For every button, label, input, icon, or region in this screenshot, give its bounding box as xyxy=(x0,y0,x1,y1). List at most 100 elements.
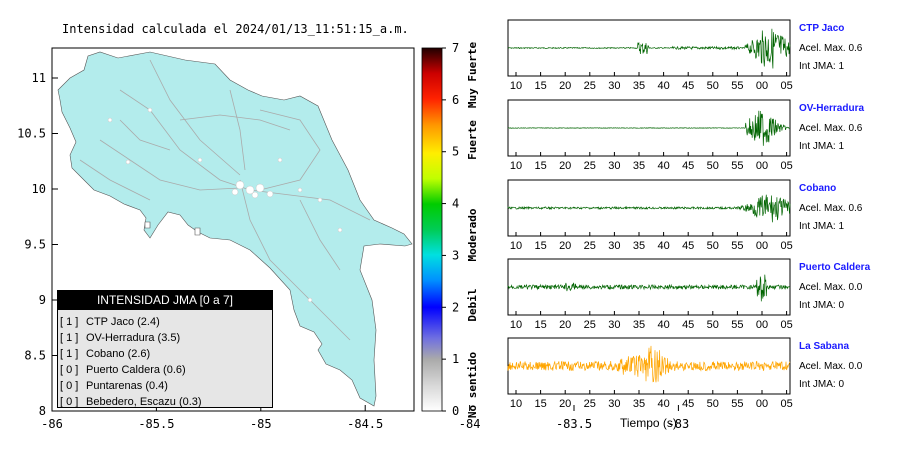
waveform-x-tick-label: 50 xyxy=(707,319,719,331)
station-name: Cobano xyxy=(799,183,837,194)
waveform-x-tick-label: 10 xyxy=(510,319,522,331)
waveform-trace xyxy=(507,110,791,146)
waveform-x-tick-label: 45 xyxy=(682,160,694,172)
station-acel-max: Acel. Max. 0.0 xyxy=(799,282,863,293)
waveform-trace xyxy=(507,345,791,383)
colorbar-tick-label: 7 xyxy=(452,41,459,55)
waveform-trace xyxy=(507,194,791,223)
colorbar-labels: No sentido Debil Moderado Fuerte Muy Fuerte xyxy=(466,42,479,419)
nicoya-gulf-island xyxy=(144,221,151,229)
station-name: Puerto Caldera xyxy=(799,262,871,273)
waveform-x-tick-label: 30 xyxy=(608,319,620,331)
station-int-jma: Int JMA: 0 xyxy=(799,300,845,311)
waveform-x-tick-label: 05 xyxy=(780,398,792,410)
city-dots xyxy=(107,107,343,303)
waveform-x-tick-label: 10 xyxy=(510,240,522,252)
waveform-x-tick-label: 50 xyxy=(707,398,719,410)
waveform-x-tick-label: 30 xyxy=(608,160,620,172)
station-int-jma: Int JMA: 1 xyxy=(799,221,845,232)
legend-item-level: [ 1 ] xyxy=(60,316,79,328)
station-acel-max: Acel. Max. 0.6 xyxy=(799,123,863,134)
waveform-x-tick-label: 40 xyxy=(657,398,669,410)
legend-item-name: Cobano (2.6) xyxy=(86,348,151,360)
waveform-x-tick-label: 15 xyxy=(534,80,546,92)
legend-item-name: Puntarenas (0.4) xyxy=(86,380,168,392)
map-x-tick-label: -83 xyxy=(668,417,690,431)
waveform-x-tick-label: 25 xyxy=(584,398,596,410)
map-y-tick-label: 8 xyxy=(39,404,46,418)
station-acel-max: Acel. Max. 0.0 xyxy=(799,361,863,372)
legend-item: [ 1 ] CTP Jaco (2.4) xyxy=(60,314,272,330)
map-title: Intensidad calculada el 2024/01/13_11:51… xyxy=(62,22,409,36)
waveform-trace xyxy=(507,28,791,69)
waveform-x-tick-label: 50 xyxy=(707,240,719,252)
colorbar-tick-label: 1 xyxy=(452,352,459,366)
road-network xyxy=(79,59,371,341)
waveform-x-tick-label: 10 xyxy=(510,398,522,410)
legend-item-name: OV-Herradura (3.5) xyxy=(86,332,181,344)
waveform-x-tick-label: 20 xyxy=(559,160,571,172)
station-info: Acel. Max. 0.0 Int JMA: 0 xyxy=(799,279,862,315)
map-x-tick-label: -83.5 xyxy=(556,417,592,431)
colorbar-label: Moderado xyxy=(466,208,479,261)
waveform-x-tick-label: 40 xyxy=(657,80,669,92)
time-axis-label: Tiempo (s) xyxy=(620,416,677,430)
legend-item-level: [ 0 ] xyxy=(60,396,79,408)
waveform-x-tick-label: 50 xyxy=(707,80,719,92)
map-y-tick-label: 9 xyxy=(39,293,46,307)
station-int-jma: Int JMA: 0 xyxy=(799,379,845,390)
map-x-tick-label: -84 xyxy=(459,417,481,431)
waveform-x-tick-label: 45 xyxy=(682,319,694,331)
waveform-x-tick-label: 00 xyxy=(756,398,768,410)
coast-inset xyxy=(194,227,201,236)
waveform-x-tick-label: 20 xyxy=(559,398,571,410)
station-int-jma: Int JMA: 1 xyxy=(799,141,845,152)
map-y-tick-label: 10.5 xyxy=(17,127,46,141)
map-y-tick-label: 9.5 xyxy=(24,238,46,252)
waveform-x-tick-label: 40 xyxy=(657,240,669,252)
waveform-x-tick-label: 00 xyxy=(756,160,768,172)
waveform-x-tick-label: 25 xyxy=(584,160,596,172)
legend-item-level: [ 0 ] xyxy=(60,364,79,376)
waveform-x-tick-label: 35 xyxy=(633,160,645,172)
map-y-tick-label: 8.5 xyxy=(24,349,46,363)
map-x-tick-label: -85 xyxy=(250,417,272,431)
legend-item: [ 0 ] Bebedero, Escazu (0.3) xyxy=(60,394,272,410)
map-y-tick-label: 10 xyxy=(32,182,46,196)
legend-item-name: CTP Jaco (2.4) xyxy=(86,316,160,328)
waveform-x-tick-label: 00 xyxy=(756,80,768,92)
colorbar-tick-label: 0 xyxy=(452,404,459,418)
station-int-jma: Int JMA: 1 xyxy=(799,61,845,72)
map-x-axis: -86 -85.5 -85 -84.5 -84 -83.5 -83 xyxy=(41,405,689,431)
colorbar-tick-label: 3 xyxy=(452,248,459,262)
waveform-x-tick-label: 20 xyxy=(559,240,571,252)
waveform-x-tick-label: 45 xyxy=(682,80,694,92)
legend-item-name: Bebedero, Escazu (0.3) xyxy=(86,396,202,408)
station-info: Acel. Max. 0.0 Int JMA: 0 xyxy=(799,358,862,394)
waveform-panel: 10 15 20 25 30 35 40 45 50 55 00 05 xyxy=(507,99,793,172)
legend-item: [ 1 ] Cobano (2.6) xyxy=(60,346,272,362)
station-info: Acel. Max. 0.6 Int JMA: 1 xyxy=(799,200,862,236)
waveform-x-tick-label: 55 xyxy=(731,398,743,410)
colorbar-tick-label: 6 xyxy=(452,93,459,107)
intensity-legend: INTENSIDAD JMA [0 a 7] [ 1 ] CTP Jaco (2.… xyxy=(57,290,273,408)
waveform-x-tick-label: 35 xyxy=(633,80,645,92)
legend-item-level: [ 1 ] xyxy=(60,348,79,360)
legend-title: INTENSIDAD JMA [0 a 7] xyxy=(58,291,272,310)
station-name: La Sabana xyxy=(799,341,850,352)
waveform-x-tick-label: 40 xyxy=(657,319,669,331)
waveform-x-tick-label: 20 xyxy=(559,319,571,331)
waveform-x-tick-label: 50 xyxy=(707,160,719,172)
station-acel-max: Acel. Max. 0.6 xyxy=(799,43,863,54)
station-name: OV-Herradura xyxy=(799,103,865,114)
legend-item-level: [ 0 ] xyxy=(60,380,79,392)
waveform-x-tick-label: 15 xyxy=(534,319,546,331)
waveform-x-tick-label: 55 xyxy=(731,80,743,92)
colorbar-label: Muy Fuerte xyxy=(466,42,479,109)
waveform-x-tick-label: 25 xyxy=(584,319,596,331)
map-y-tick-label: 11 xyxy=(32,71,46,85)
legend-list: [ 1 ] CTP Jaco (2.4) [ 1 ] OV-Herradura (3.… xyxy=(60,314,272,410)
legend-item: [ 1 ] OV-Herradura (3.5) xyxy=(60,330,272,346)
